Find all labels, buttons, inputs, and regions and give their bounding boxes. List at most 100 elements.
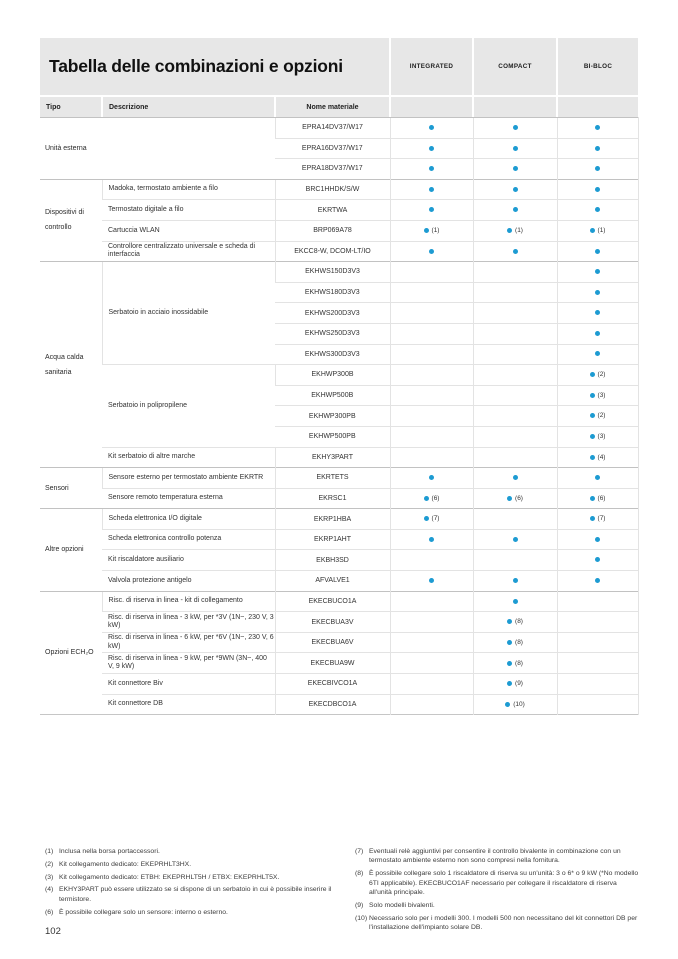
availability-cell: (1) bbox=[472, 219, 558, 242]
availability-cell bbox=[556, 281, 639, 303]
availability-cell bbox=[389, 343, 474, 365]
footnote-number: (9) bbox=[355, 901, 364, 909]
column-header-bi-bloc: BI-BLOC bbox=[558, 38, 638, 95]
material-name-cell: EKRTWA bbox=[274, 199, 391, 221]
availability-cell bbox=[389, 137, 474, 159]
availability-dot-icon bbox=[507, 495, 513, 501]
availability-cell: (8) bbox=[472, 631, 558, 653]
footnote-ref: (8) bbox=[515, 618, 523, 626]
table-row: Cartuccia WLAN BRP069A78 (1) (1) (1) bbox=[40, 219, 639, 242]
table-row: Kit connettore Biv EKECBIVCO1A (9) bbox=[40, 673, 639, 695]
footnote-number: (4) bbox=[45, 886, 54, 894]
availability-cell bbox=[389, 693, 474, 715]
footnote-number: (3) bbox=[45, 873, 54, 881]
footnote-number: (7) bbox=[355, 848, 364, 855]
table-row: Valvola protezione antigelo AFVALVE1 bbox=[40, 570, 639, 592]
availability-cell bbox=[472, 199, 558, 221]
availability-cell bbox=[556, 570, 639, 592]
material-name-cell: EKCC8-W, DCOM-LT/IO bbox=[274, 240, 391, 262]
availability-cell bbox=[556, 302, 639, 324]
availability-cell bbox=[389, 261, 474, 283]
availability-dot-icon bbox=[512, 248, 518, 254]
footnote-item: (3) Kit collegamento dedicato: ETBH: EKEP… bbox=[45, 873, 345, 882]
availability-cell bbox=[389, 117, 474, 139]
availability-dot-icon bbox=[595, 248, 601, 254]
footnote-item: (7) Eventuali relè aggiuntivi per consent… bbox=[355, 847, 640, 866]
material-name-cell: EKRP1HBA bbox=[274, 508, 391, 530]
availability-dot-icon bbox=[512, 536, 518, 542]
availability-cell: (7) bbox=[389, 508, 474, 530]
availability-cell bbox=[389, 178, 474, 200]
footnote-text: Inclusa nella borsa portaccessori. bbox=[59, 848, 160, 855]
availability-cell: (10) bbox=[472, 693, 558, 715]
footnote-ref: (2) bbox=[597, 412, 606, 420]
description-cell: Scheda elettronica controllo potenza bbox=[102, 528, 276, 550]
material-name-cell: EKRP1AHT bbox=[274, 528, 391, 550]
availability-cell bbox=[556, 322, 639, 345]
table-row: EPRA18DV37/W17 bbox=[40, 158, 639, 180]
table-row: Kit serbatoio di altre marche EKHY3PART (4… bbox=[40, 446, 639, 468]
availability-dot-icon bbox=[589, 228, 595, 234]
footnote-ref: (6) bbox=[431, 494, 440, 502]
footnote-number: (6) bbox=[45, 908, 54, 916]
availability-cell bbox=[389, 384, 474, 406]
column-header-compact: COMPACT bbox=[474, 38, 556, 95]
availability-dot-icon bbox=[507, 639, 513, 645]
availability-cell bbox=[389, 281, 474, 303]
footnote-text: Eventuali relè aggiuntivi per consentire… bbox=[369, 848, 621, 865]
table-row: EPRA16DV37/W17 bbox=[40, 137, 639, 159]
availability-cell bbox=[472, 549, 558, 571]
availability-dot-icon bbox=[423, 495, 429, 501]
description-cell: Serbatoio in acciaio inossidabile bbox=[101, 261, 276, 365]
availability-cell bbox=[556, 590, 639, 612]
footnote-ref: (9) bbox=[515, 680, 523, 688]
availability-cell bbox=[389, 364, 474, 386]
availability-dot-icon bbox=[507, 681, 513, 687]
description-cell: Scheda elettronica I/O digitale bbox=[101, 508, 276, 530]
availability-cell bbox=[389, 549, 474, 571]
availability-cell: (1) bbox=[556, 219, 639, 242]
material-name-cell: EKHY3PART bbox=[274, 446, 391, 468]
availability-dot-icon bbox=[429, 186, 435, 192]
availability-cell bbox=[389, 425, 474, 447]
material-name-cell: EKRSC1 bbox=[274, 487, 391, 509]
availability-dot-icon bbox=[595, 578, 601, 584]
availability-dot-icon bbox=[589, 392, 595, 398]
availability-dot-icon bbox=[595, 475, 601, 481]
footnote-item: (1) Inclusa nella borsa portaccessori. bbox=[45, 847, 345, 856]
availability-dot-icon bbox=[595, 124, 601, 130]
availability-cell bbox=[556, 158, 639, 180]
material-name-cell: EKHWS250D3V3 bbox=[275, 322, 391, 345]
table-row: Sensori Sensore esterno per termostato am… bbox=[40, 467, 639, 509]
availability-dot-icon bbox=[512, 207, 518, 213]
availability-cell bbox=[472, 446, 558, 468]
availability-cell bbox=[556, 240, 639, 262]
availability-dot-icon bbox=[512, 475, 518, 481]
availability-dot-icon bbox=[429, 578, 435, 584]
availability-dot-icon bbox=[512, 186, 518, 192]
description-cell: Sensore remoto temperatura esterna bbox=[102, 487, 276, 509]
footnote-text: Kit collegamento dedicato: EKEPRHLT3HX. bbox=[59, 860, 192, 868]
availability-cell: (6) bbox=[389, 487, 474, 509]
column-header-integrated: INTEGRATED bbox=[391, 38, 472, 95]
availability-cell bbox=[389, 631, 474, 653]
description-cell: Termostato digitale a filo bbox=[102, 199, 276, 221]
availability-dot-icon bbox=[589, 372, 595, 378]
availability-dot-icon bbox=[589, 454, 595, 460]
availability-dot-icon bbox=[512, 598, 518, 604]
availability-cell bbox=[472, 570, 558, 592]
column-header-tipo: Tipo bbox=[40, 97, 101, 117]
material-name-cell: EPRA18DV37/W17 bbox=[275, 158, 391, 180]
table-row: Kit connettore DB EKECDBCO1A (10) bbox=[40, 693, 639, 715]
availability-dot-icon bbox=[589, 495, 595, 501]
footnote-number: (10) bbox=[355, 914, 368, 922]
column-header-descrizione: Descrizione bbox=[103, 97, 274, 117]
availability-cell bbox=[556, 117, 639, 139]
availability-cell bbox=[472, 343, 558, 365]
availability-dot-icon bbox=[595, 310, 601, 316]
availability-cell bbox=[389, 528, 474, 550]
table-row: Kit riscaldatore ausiliario EKBH3SD bbox=[40, 549, 639, 571]
table-subheader-row: Tipo Descrizione Nome materiale bbox=[40, 97, 638, 117]
availability-dot-icon bbox=[595, 557, 601, 563]
availability-cell: (6) bbox=[556, 487, 639, 509]
